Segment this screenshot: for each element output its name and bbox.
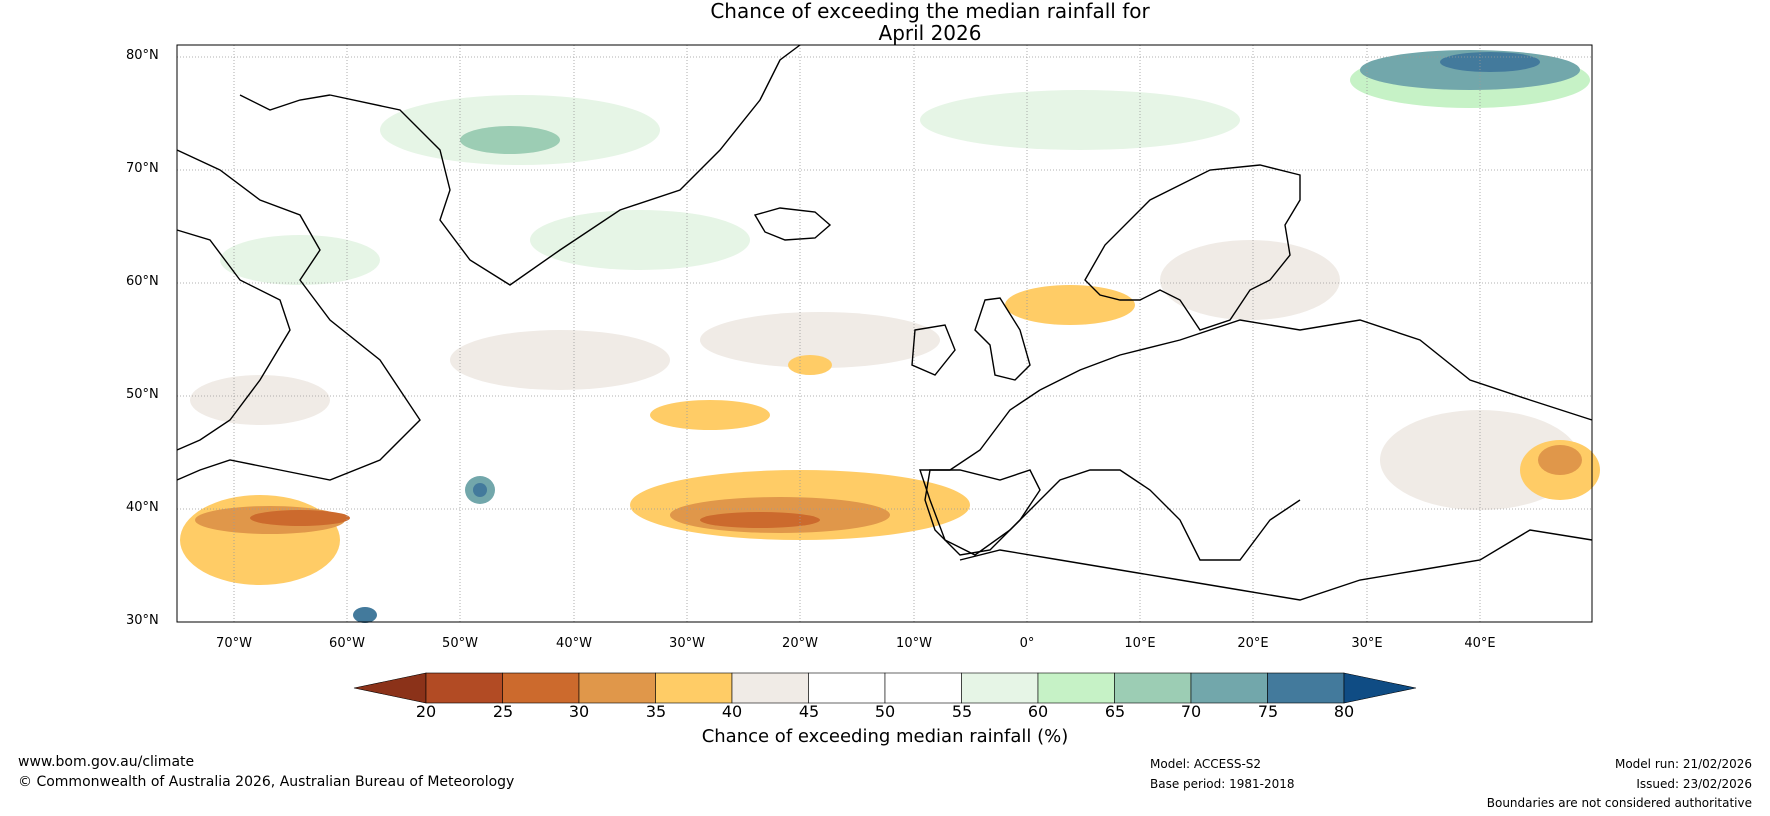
lon-label-60w: 60°W xyxy=(329,636,365,651)
map-title-line2: April 2026 xyxy=(878,21,982,45)
colorbar-tick-30: 30 xyxy=(568,702,590,721)
lon-label-40e: 40°E xyxy=(1464,636,1496,651)
coastlines xyxy=(176,44,1593,601)
footer-base-period: Base period: 1981-2018 xyxy=(1150,777,1295,791)
colorbar-extend-low xyxy=(353,672,427,704)
colorbar-bin-11 xyxy=(1190,672,1268,704)
footer-copyright: © Commonwealth of Australia 2026, Austra… xyxy=(18,774,515,790)
lat-label-60n: 60°N xyxy=(126,274,159,289)
colorbar-tick-20: 20 xyxy=(415,702,437,721)
lon-label-20w: 20°W xyxy=(782,636,818,651)
lon-label-40w: 40°W xyxy=(556,636,592,651)
footer-website: www.bom.gov.au/climate xyxy=(18,754,195,770)
lon-label-10e: 10°E xyxy=(1124,636,1156,651)
footer-model: Model: ACCESS-S2 xyxy=(1150,757,1262,771)
footer-model-run: Model run: 21/02/2026 xyxy=(1614,757,1752,771)
colorbar-tick-80: 80 xyxy=(1333,702,1355,721)
lat-label-50n: 50°N xyxy=(126,387,159,402)
colorbar-bin-5 xyxy=(731,672,809,704)
lat-label-70n: 70°N xyxy=(126,161,159,176)
colorbar-bin-2 xyxy=(502,672,580,704)
lon-label-0: 0° xyxy=(1019,636,1035,651)
colorbar-tick-70: 70 xyxy=(1180,702,1202,721)
colorbar-tick-50: 50 xyxy=(874,702,896,721)
colorbar-tick-45: 45 xyxy=(798,702,820,721)
lon-label-30w: 30°W xyxy=(669,636,705,651)
colorbar-bin-8 xyxy=(961,672,1039,704)
colorbar-bin-10 xyxy=(1114,672,1192,704)
colorbar-bin-6 xyxy=(808,672,886,704)
lon-label-50w: 50°W xyxy=(442,636,478,651)
colorbar-tick-25: 25 xyxy=(492,702,514,721)
colorbar-bin-12 xyxy=(1267,672,1345,704)
colorbar xyxy=(353,672,1417,704)
lon-label-30e: 30°E xyxy=(1351,636,1383,651)
colorbar-bin-3 xyxy=(578,672,656,704)
colorbar-bin-4 xyxy=(655,672,733,704)
colorbar-bin-7 xyxy=(884,672,962,704)
lat-label-30n: 30°N xyxy=(126,613,159,628)
lat-label-80n: 80°N xyxy=(126,48,159,63)
lat-label-40n: 40°N xyxy=(126,500,159,515)
map-title-line1: Chance of exceeding the median rainfall … xyxy=(710,0,1150,23)
lon-label-10w: 10°W xyxy=(896,636,932,651)
lon-label-70w: 70°W xyxy=(216,636,252,651)
map-frame xyxy=(176,44,1593,623)
colorbar-tick-60: 60 xyxy=(1027,702,1049,721)
colorbar-bin-1 xyxy=(425,672,503,704)
colorbar-tick-75: 75 xyxy=(1257,702,1279,721)
colorbar-bin-9 xyxy=(1037,672,1115,704)
lon-label-20e: 20°E xyxy=(1237,636,1269,651)
colorbar-tick-35: 35 xyxy=(645,702,667,721)
colorbar-tick-40: 40 xyxy=(721,702,743,721)
rainfall-shading xyxy=(180,50,1600,623)
footer-disclaimer: Boundaries are not considered authoritat… xyxy=(1486,796,1752,810)
footer-issued: Issued: 23/02/2026 xyxy=(1636,777,1752,791)
colorbar-label: Chance of exceeding median rainfall (%) xyxy=(701,726,1069,747)
colorbar-tick-65: 65 xyxy=(1104,702,1126,721)
colorbar-extend-high xyxy=(1343,672,1417,704)
colorbar-tick-55: 55 xyxy=(951,702,973,721)
